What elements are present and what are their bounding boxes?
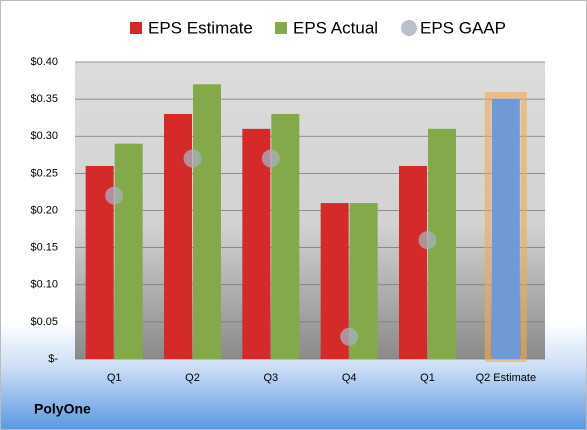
bar [491, 99, 520, 359]
gaap-marker [183, 149, 202, 168]
y-tick-label: $- [48, 353, 58, 365]
y-tick-label: $0.20 [30, 204, 58, 216]
x-tick-label: Q1 [420, 372, 435, 384]
legend-marker [130, 22, 142, 34]
y-tick-label: $0.10 [30, 279, 58, 291]
y-tick-label: $0.30 [30, 130, 58, 142]
legend-label: EPS GAAP [420, 18, 506, 37]
gaap-marker [105, 186, 124, 205]
bar [242, 128, 271, 359]
chart-title: PolyOne [34, 401, 91, 417]
bar [164, 113, 192, 359]
gaap-marker [418, 231, 437, 250]
legend-marker [275, 22, 287, 34]
legend-label: EPS Actual [293, 18, 378, 37]
y-tick-label: $0.15 [30, 242, 58, 254]
bar [271, 113, 300, 359]
y-tick-label: $0.35 [30, 93, 58, 105]
bar [114, 143, 143, 359]
x-tick-label: Q1 [107, 372, 122, 384]
gaap-marker [340, 327, 359, 346]
bar [399, 165, 427, 359]
x-tick-label: Q3 [263, 372, 278, 384]
legend-marker [401, 20, 417, 36]
y-tick-label: $0.05 [30, 316, 58, 328]
gaap-marker [261, 149, 280, 168]
y-tick-label: $0.25 [30, 167, 58, 179]
legend-label: EPS Estimate [148, 18, 253, 37]
y-tick-label: $0.40 [30, 56, 58, 68]
x-tick-label: Q2 [185, 372, 200, 384]
x-tick-label: Q4 [342, 372, 357, 384]
bar [193, 84, 221, 360]
x-tick-label: Q2 Estimate [476, 372, 537, 384]
